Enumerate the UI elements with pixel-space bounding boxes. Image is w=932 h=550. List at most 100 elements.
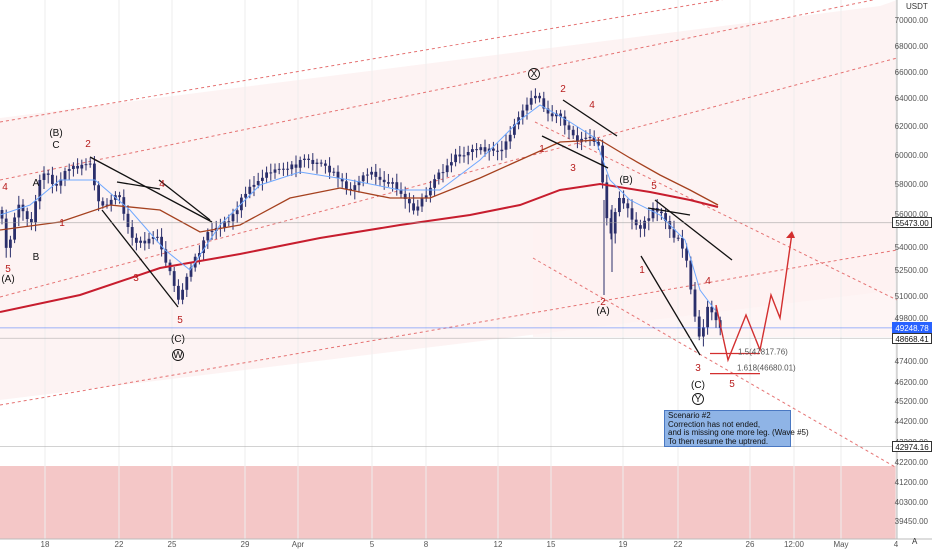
candle-body-38 <box>160 236 163 250</box>
candle-body-37 <box>156 236 159 238</box>
candle-body-8 <box>34 201 37 223</box>
price-tag-value: 49248.78 <box>895 324 929 334</box>
trendline-0 <box>89 156 213 223</box>
candle-body-77 <box>324 163 327 166</box>
candle-body-85 <box>357 181 361 186</box>
candle-body-11 <box>46 173 50 175</box>
candle-body-163 <box>685 248 688 261</box>
x-tick-label-4: Apr <box>292 540 305 549</box>
candle-body-136 <box>571 129 575 136</box>
candle-body-112 <box>471 149 474 153</box>
auto-scale-button[interactable]: A <box>912 537 918 546</box>
candle-body-157 <box>660 211 663 214</box>
candle-body-65 <box>273 169 277 173</box>
wave-label-red-6: 4 <box>159 179 165 190</box>
candle-body-137 <box>576 135 579 142</box>
candle-body-10 <box>42 173 46 180</box>
candle-body-104 <box>437 172 441 180</box>
trendline-6 <box>654 199 733 261</box>
candle-body-95 <box>399 189 403 194</box>
candle-body-80 <box>336 171 340 179</box>
candle-body-33 <box>139 240 142 243</box>
y-tick-label-4: 62000.00 <box>895 122 929 131</box>
currency-label: USDT <box>906 2 928 11</box>
candle-body-113 <box>475 149 478 151</box>
wave-label-red-3: 3 <box>133 273 139 284</box>
candle-body-1 <box>4 218 8 248</box>
candle-body-125 <box>525 104 529 111</box>
y-tick-label-10: 51000.00 <box>895 292 929 301</box>
candle-body-88 <box>370 171 373 175</box>
candle-body-23 <box>97 185 100 202</box>
y-tick-label-9: 52500.00 <box>895 266 929 275</box>
candle-body-111 <box>466 152 470 156</box>
candle-body-168 <box>706 306 709 328</box>
wave-label-black-1: B <box>33 252 40 263</box>
wave-label-red-7: 2 <box>560 84 566 95</box>
candle-body-25 <box>105 204 109 206</box>
candle-body-78 <box>328 165 331 173</box>
y-tick-label-3: 64000.00 <box>895 94 929 103</box>
candle-body-135 <box>567 125 571 130</box>
candle-body-19 <box>80 164 84 169</box>
wave-label-red-4: 5 <box>177 315 183 326</box>
channel-line-1 <box>0 249 898 406</box>
candle-body-29 <box>122 197 126 214</box>
candle-body-20 <box>84 164 88 166</box>
candle-body-144 <box>605 182 609 219</box>
trendline-2 <box>116 181 161 190</box>
candle-body-75 <box>315 162 319 164</box>
candle-body-66 <box>277 168 281 170</box>
candle-body-71 <box>298 159 302 168</box>
candle-body-130 <box>546 108 550 114</box>
candle-body-31 <box>130 227 134 238</box>
candle-body-124 <box>521 110 525 118</box>
x-tick-label-8: 15 <box>547 540 556 549</box>
candle-body-61 <box>256 181 260 185</box>
x-tick-label-2: 25 <box>168 540 177 549</box>
candle-body-87 <box>366 174 369 176</box>
candle-body-18 <box>76 165 79 169</box>
y-tick-label-0: 70000.00 <box>895 16 929 25</box>
wave-label-red-2: 1 <box>59 218 65 229</box>
x-tick-label-9: 19 <box>619 540 628 549</box>
candle-body-119 <box>500 149 504 152</box>
y-tick-label-14: 45200.00 <box>895 397 929 406</box>
candle-body-6 <box>25 211 29 220</box>
scenario-title: Scenario #2 <box>668 411 711 420</box>
candle-body-13 <box>55 184 58 186</box>
candle-body-139 <box>584 137 588 139</box>
candle-body-82 <box>345 181 348 189</box>
candle-body-90 <box>378 176 382 180</box>
y-tick-label-2: 66000.00 <box>895 68 929 77</box>
candle-body-21 <box>88 163 92 165</box>
wave-label-black-8: (C) <box>691 380 705 391</box>
x-tick-label-13: May <box>833 540 848 549</box>
y-tick-label-18: 41200.00 <box>895 478 929 487</box>
candle-body-134 <box>563 116 567 126</box>
candle-body-103 <box>433 179 436 188</box>
wave-label-black-3: (B) <box>49 128 62 139</box>
candle-body-53 <box>223 221 226 228</box>
candle-body-153 <box>643 220 646 229</box>
wave-circle-1 <box>528 68 540 80</box>
y-tick-label-7: 56000.00 <box>895 210 929 219</box>
candle-body-12 <box>51 174 54 185</box>
candle-body-161 <box>676 237 680 239</box>
x-tick-label-14: 4 <box>894 540 899 549</box>
candle-body-98 <box>412 203 415 211</box>
x-tick-label-6: 8 <box>424 540 429 549</box>
wave-label-black-6: (A) <box>596 306 609 317</box>
candle-body-122 <box>513 124 516 135</box>
candle-body-56 <box>235 210 239 215</box>
candle-body-44 <box>185 276 189 290</box>
candle-body-49 <box>206 232 210 241</box>
candle-body-17 <box>72 165 75 170</box>
y-tick-label-8: 54000.00 <box>895 243 929 252</box>
y-axis-panel <box>897 0 932 550</box>
projection-path <box>715 232 793 363</box>
candle-body-150 <box>630 208 634 220</box>
candle-body-47 <box>198 253 201 257</box>
candle-body-127 <box>534 95 537 99</box>
